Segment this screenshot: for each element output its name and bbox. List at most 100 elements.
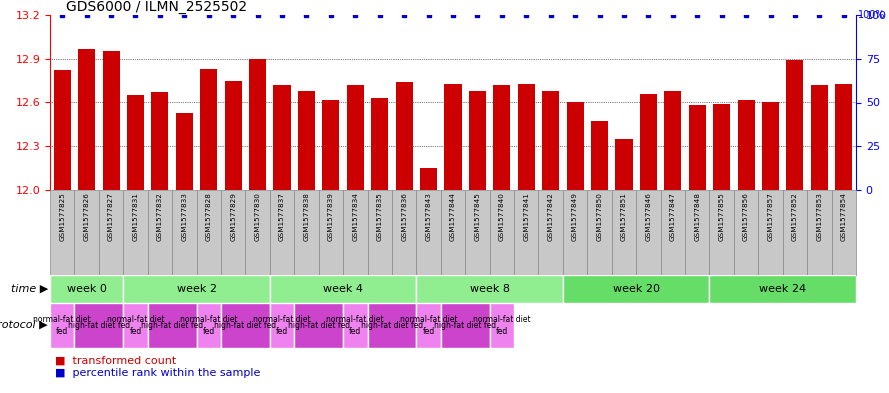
Bar bbox=[298, 91, 315, 190]
Text: GSM1577853: GSM1577853 bbox=[816, 193, 822, 241]
FancyBboxPatch shape bbox=[148, 190, 172, 275]
FancyBboxPatch shape bbox=[661, 190, 685, 275]
Bar bbox=[127, 95, 144, 190]
Text: high-fat diet fed: high-fat diet fed bbox=[141, 321, 204, 330]
Text: GSM1577830: GSM1577830 bbox=[254, 193, 260, 241]
FancyBboxPatch shape bbox=[709, 190, 734, 275]
Text: normal-fat diet
fed: normal-fat diet fed bbox=[400, 316, 457, 336]
Text: ■  transformed count: ■ transformed count bbox=[55, 356, 176, 366]
Text: ■  percentile rank within the sample: ■ percentile rank within the sample bbox=[55, 368, 260, 378]
FancyBboxPatch shape bbox=[563, 190, 588, 275]
Text: GSM1577847: GSM1577847 bbox=[669, 193, 676, 241]
Bar bbox=[615, 139, 632, 190]
Text: normal-fat diet
fed: normal-fat diet fed bbox=[326, 316, 384, 336]
FancyBboxPatch shape bbox=[782, 190, 807, 275]
Bar bbox=[441, 303, 490, 348]
Text: week 0: week 0 bbox=[67, 284, 107, 294]
Bar bbox=[50, 303, 75, 348]
Text: GSM1577846: GSM1577846 bbox=[645, 193, 652, 241]
Text: high-fat diet fed: high-fat diet fed bbox=[68, 321, 130, 330]
FancyBboxPatch shape bbox=[245, 190, 270, 275]
Text: GSM1577839: GSM1577839 bbox=[328, 193, 334, 241]
Bar bbox=[713, 104, 730, 190]
Bar bbox=[200, 69, 217, 190]
Text: GSM1577825: GSM1577825 bbox=[60, 193, 65, 241]
FancyBboxPatch shape bbox=[807, 190, 831, 275]
Bar bbox=[50, 275, 124, 303]
Bar bbox=[124, 275, 270, 303]
FancyBboxPatch shape bbox=[343, 190, 367, 275]
FancyBboxPatch shape bbox=[294, 190, 318, 275]
Text: GSM1577854: GSM1577854 bbox=[841, 193, 847, 241]
Text: high-fat diet fed: high-fat diet fed bbox=[361, 321, 423, 330]
FancyBboxPatch shape bbox=[392, 190, 416, 275]
Text: high-fat diet fed: high-fat diet fed bbox=[434, 321, 496, 330]
FancyBboxPatch shape bbox=[221, 190, 245, 275]
Text: protocol ▶: protocol ▶ bbox=[0, 321, 48, 331]
Text: GSM1577850: GSM1577850 bbox=[597, 193, 603, 241]
FancyBboxPatch shape bbox=[99, 190, 124, 275]
Text: GSM1577848: GSM1577848 bbox=[694, 193, 701, 241]
Bar bbox=[294, 303, 343, 348]
Bar bbox=[591, 121, 608, 190]
Text: GSM1577845: GSM1577845 bbox=[475, 193, 480, 241]
Text: 100%: 100% bbox=[858, 10, 885, 20]
Bar bbox=[640, 94, 657, 190]
FancyBboxPatch shape bbox=[318, 190, 343, 275]
Bar bbox=[343, 303, 367, 348]
Text: GSM1577828: GSM1577828 bbox=[205, 193, 212, 241]
Text: GSM1577855: GSM1577855 bbox=[718, 193, 725, 241]
Text: time ▶: time ▶ bbox=[11, 284, 48, 294]
Bar bbox=[490, 303, 514, 348]
Bar bbox=[396, 82, 412, 190]
Bar bbox=[664, 91, 681, 190]
Text: GSM1577832: GSM1577832 bbox=[157, 193, 163, 241]
FancyBboxPatch shape bbox=[50, 190, 75, 275]
Text: GSM1577843: GSM1577843 bbox=[426, 193, 431, 241]
Text: GSM1577851: GSM1577851 bbox=[621, 193, 627, 241]
Bar bbox=[836, 84, 853, 190]
Bar bbox=[517, 84, 535, 190]
Bar bbox=[566, 103, 584, 190]
FancyBboxPatch shape bbox=[416, 190, 441, 275]
Bar bbox=[416, 275, 563, 303]
Text: normal-fat diet
fed: normal-fat diet fed bbox=[107, 316, 164, 336]
FancyBboxPatch shape bbox=[588, 190, 612, 275]
FancyBboxPatch shape bbox=[124, 190, 148, 275]
Text: high-fat diet fed: high-fat diet fed bbox=[288, 321, 349, 330]
Text: GSM1577827: GSM1577827 bbox=[108, 193, 114, 241]
Bar bbox=[563, 275, 709, 303]
Text: GSM1577831: GSM1577831 bbox=[132, 193, 139, 241]
Bar bbox=[416, 303, 441, 348]
Text: GSM1577833: GSM1577833 bbox=[181, 193, 188, 241]
Text: GSM1577840: GSM1577840 bbox=[499, 193, 505, 241]
Text: week 2: week 2 bbox=[177, 284, 217, 294]
Text: GSM1577857: GSM1577857 bbox=[767, 193, 773, 241]
Bar bbox=[53, 70, 71, 190]
FancyBboxPatch shape bbox=[75, 190, 99, 275]
FancyBboxPatch shape bbox=[685, 190, 709, 275]
Text: GSM1577849: GSM1577849 bbox=[573, 193, 578, 241]
Text: high-fat diet fed: high-fat diet fed bbox=[214, 321, 276, 330]
Bar bbox=[689, 105, 706, 190]
Bar bbox=[493, 85, 510, 190]
Bar bbox=[124, 303, 148, 348]
Text: GSM1577844: GSM1577844 bbox=[450, 193, 456, 241]
Text: GSM1577837: GSM1577837 bbox=[279, 193, 285, 241]
Bar bbox=[762, 103, 779, 190]
FancyBboxPatch shape bbox=[637, 190, 661, 275]
Text: GSM1577842: GSM1577842 bbox=[548, 193, 554, 241]
Text: week 4: week 4 bbox=[323, 284, 363, 294]
Text: GSM1577826: GSM1577826 bbox=[84, 193, 90, 241]
FancyBboxPatch shape bbox=[831, 190, 856, 275]
FancyBboxPatch shape bbox=[196, 190, 221, 275]
Bar bbox=[249, 59, 266, 190]
Bar bbox=[270, 303, 294, 348]
Bar bbox=[420, 168, 437, 190]
Bar bbox=[811, 85, 828, 190]
Text: GSM1577852: GSM1577852 bbox=[792, 193, 798, 241]
Bar bbox=[444, 84, 461, 190]
Text: week 20: week 20 bbox=[613, 284, 660, 294]
FancyBboxPatch shape bbox=[465, 190, 490, 275]
Bar bbox=[367, 303, 416, 348]
